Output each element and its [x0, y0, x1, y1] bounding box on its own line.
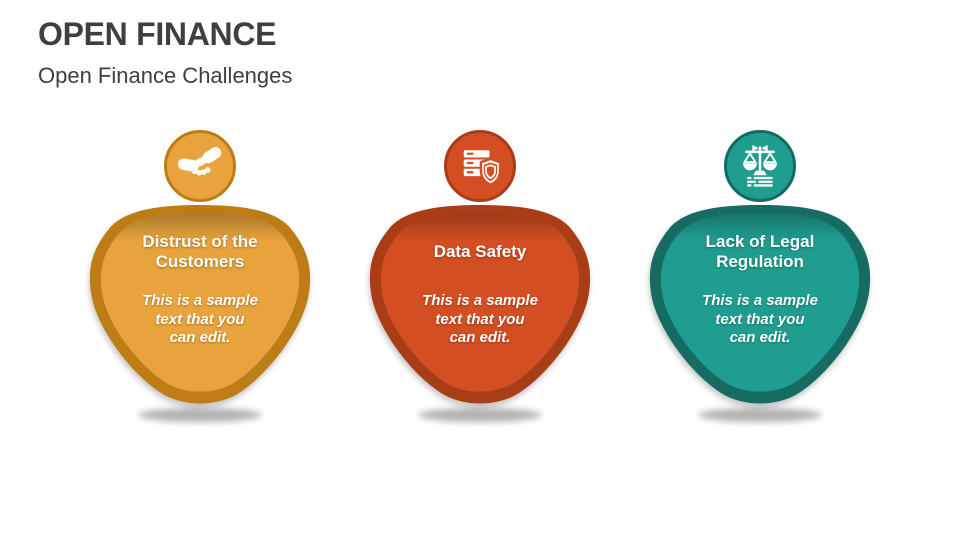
triangle-svg	[649, 205, 871, 422]
card-icon-circle	[444, 130, 516, 202]
scales-icon	[742, 144, 778, 188]
challenge-cards-row: Distrust of the Customers This is a samp…	[0, 130, 960, 427]
challenge-card: Data Safety This is a sample text that y…	[360, 130, 600, 427]
rounded-triangle-shape: Lack of Legal Regulation This is a sampl…	[640, 205, 880, 427]
triangle-svg	[89, 205, 311, 422]
challenge-card: Distrust of the Customers This is a samp…	[80, 130, 320, 427]
rounded-triangle-shape: Data Safety This is a sample text that y…	[360, 205, 600, 427]
slide-header: OPEN FINANCE Open Finance Challenges	[38, 16, 292, 89]
page-title: OPEN FINANCE	[38, 16, 277, 52]
server-shield-icon	[462, 149, 501, 186]
rounded-triangle-shape: Distrust of the Customers This is a samp…	[80, 205, 320, 427]
handshake-icon	[177, 144, 223, 176]
challenge-card: Lack of Legal Regulation This is a sampl…	[640, 130, 880, 427]
page-subtitle: Open Finance Challenges	[38, 62, 293, 88]
card-icon-circle	[164, 130, 236, 202]
card-icon-circle	[724, 130, 796, 202]
triangle-svg	[369, 205, 591, 422]
